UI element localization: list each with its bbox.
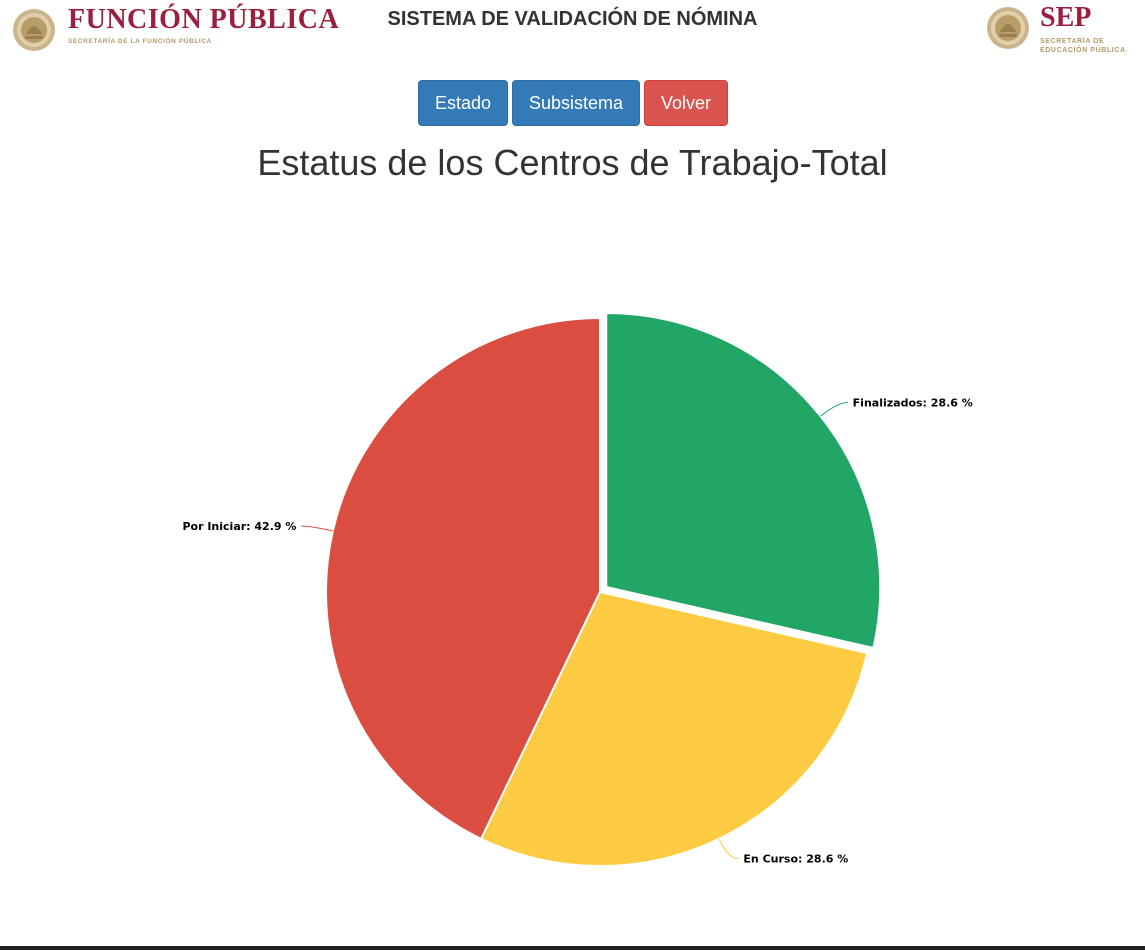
estado-button[interactable]: Estado (418, 80, 508, 126)
bottom-border (0, 946, 1145, 950)
chart-title: Estatus de los Centros de Trabajo-Total (257, 142, 888, 183)
pie-slice-finalizados[interactable] (605, 312, 882, 650)
navigation-buttons: Estado Subsistema Volver (418, 80, 728, 126)
sep-logo: SEP SECRETARÍA DE EDUCACIÓN PÚBLICA (984, 2, 1140, 56)
funcion-publica-logo: FUNCIÓN PÚBLICA SECRETARÍA DE LA FUNCIÓN… (10, 4, 360, 54)
mexico-seal-icon (987, 7, 1029, 49)
mexico-seal-icon (13, 9, 55, 51)
sep-subtitle-line2: EDUCACIÓN PÚBLICA (1040, 47, 1126, 54)
connector-finalizados (820, 401, 848, 417)
data-label-en-curso: En Curso: 28.6 % (743, 853, 848, 866)
sep-subtitle: SECRETARÍA DE EDUCACIÓN PÚBLICA (1040, 37, 1126, 55)
connector-en-curso (718, 838, 739, 860)
pie-slice-en-curso[interactable] (479, 590, 869, 867)
sep-name: SEP (1040, 2, 1092, 33)
funcion-publica-subtitle: SECRETARÍA DE LA FUNCIÓN PÚBLICA (68, 38, 212, 45)
sep-subtitle-line1: SECRETARÍA DE (1040, 38, 1105, 45)
funcion-publica-name: FUNCIÓN PÚBLICA (68, 4, 340, 35)
subsistema-button[interactable]: Subsistema (512, 80, 640, 126)
data-label-finalizados: Finalizados: 28.6 % (853, 396, 973, 409)
app-title: SISTEMA DE VALIDACIÓN DE NÓMINA (387, 8, 758, 30)
header: FUNCIÓN PÚBLICA SECRETARÍA DE LA FUNCIÓN… (0, 0, 1145, 60)
pie-slice-por-iniciar[interactable] (325, 316, 601, 841)
data-label-por-iniciar: Por Iniciar: 42.9 % (182, 520, 296, 533)
connector-por-iniciar (301, 525, 333, 532)
volver-button[interactable]: Volver (644, 80, 728, 126)
